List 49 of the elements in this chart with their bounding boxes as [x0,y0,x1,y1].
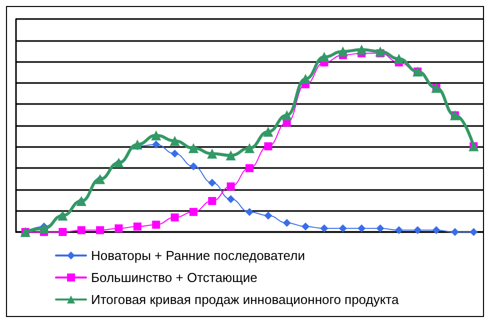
point [319,52,330,62]
point [170,150,179,158]
point [282,218,291,227]
point [394,226,403,234]
point [414,226,422,234]
point [470,228,478,236]
point [432,226,440,234]
point [302,222,310,231]
point [188,143,198,154]
point [170,213,179,222]
point [151,130,162,140]
point [226,150,236,160]
point [376,224,384,232]
point [246,164,254,172]
point [133,222,142,231]
point [263,126,274,137]
point [244,143,254,154]
point [375,46,386,56]
point [282,110,292,120]
point [170,136,180,146]
point [450,228,459,236]
legend-label: Новаторы + Ранние последователи [91,248,305,263]
point [189,208,198,216]
point [114,224,123,232]
point [207,148,218,159]
point [338,46,348,56]
point [264,212,272,220]
point [338,224,347,232]
point [226,182,235,190]
legend-label: Большинство + Отстающие [91,270,258,285]
legend-label: Итоговая кривая продаж инновационного продукта [91,292,400,307]
point [152,140,160,148]
point [394,54,404,64]
point [320,224,328,232]
point [39,223,50,234]
point [358,224,366,232]
point [226,195,235,204]
point [96,226,104,234]
point [208,178,216,187]
point [264,142,272,150]
point [300,74,311,84]
point [77,226,86,234]
point [189,162,198,170]
point [152,220,160,229]
point [246,208,254,216]
point [208,197,216,205]
point [58,228,67,236]
point [356,44,367,55]
point [132,139,142,150]
